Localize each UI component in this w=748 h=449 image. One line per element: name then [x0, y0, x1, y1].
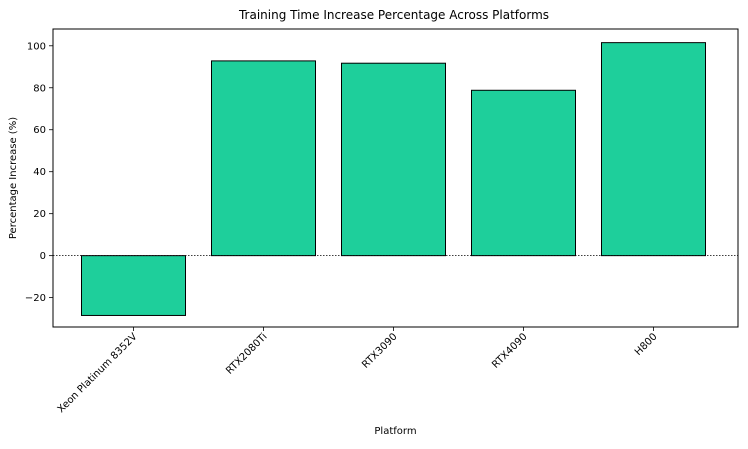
y-tick-label: 40 [33, 167, 46, 178]
y-tick-label: −20 [25, 293, 46, 304]
y-axis-label: Percentage Increase (%) [8, 117, 19, 239]
y-tick-label: 100 [27, 41, 46, 52]
y-tick-label: 80 [33, 83, 46, 94]
bar-xeon-platinum-8352v [82, 256, 186, 316]
x-tick-label: RTX2080Ti [224, 331, 269, 376]
bar-rtx4090 [472, 90, 576, 255]
y-tick-label: 60 [33, 125, 46, 136]
bar-rtx3090 [342, 63, 446, 255]
x-tick-label: Xeon Platinum 8352V [56, 331, 140, 415]
y-tick-label: 20 [33, 209, 46, 220]
x-tick-label: RTX4090 [490, 331, 529, 370]
x-axis-label: Platform [374, 426, 416, 437]
x-tick-label: H800 [633, 331, 660, 358]
y-tick-label: 0 [40, 251, 46, 262]
bar-rtx2080ti [212, 61, 316, 256]
chart-title: Training Time Increase Percentage Across… [238, 8, 549, 22]
bars-group [82, 43, 706, 316]
bar-h800 [602, 43, 706, 256]
y-axis: −20 0 20 40 60 80 100 [25, 41, 53, 304]
x-axis: Xeon Platinum 8352V RTX2080Ti RTX3090 RTX40… [56, 327, 660, 415]
x-tick-label: RTX3090 [360, 331, 399, 370]
